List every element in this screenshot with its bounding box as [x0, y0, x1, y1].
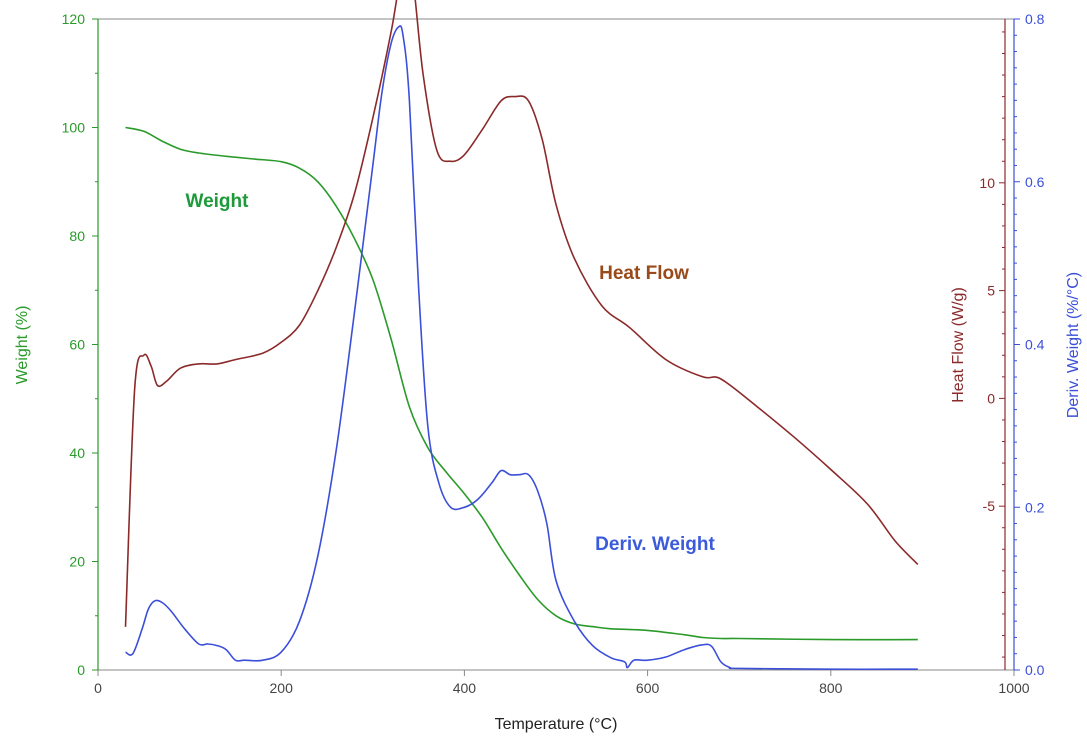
x-tick-label: 400	[453, 680, 477, 696]
weight-axis-title: Weight (%)	[14, 306, 31, 385]
heat-flow-tick-label: 0	[987, 390, 995, 406]
heat-flow-axis-title: Heat Flow (W/g)	[950, 287, 967, 403]
weight-tick-label: 0	[77, 662, 85, 678]
x-axis-title: Temperature (°C)	[495, 716, 618, 733]
heat-flow-tick-label: -5	[983, 498, 996, 514]
deriv-tick-label: 0.2	[1025, 499, 1045, 515]
deriv-tick-label: 0.8	[1025, 11, 1045, 27]
heat-flow-series-line	[124, 0, 919, 627]
weight-tick-label: 80	[69, 228, 85, 244]
deriv-tick-label: 0.4	[1025, 337, 1045, 353]
x-tick-label: 600	[636, 680, 660, 696]
weight-tick-label: 120	[62, 11, 86, 27]
weight-tick-label: 20	[69, 554, 85, 570]
deriv-tick-label: 0.0	[1025, 662, 1045, 678]
deriv-tick-label: 0.6	[1025, 174, 1045, 190]
x-tick-label: 200	[270, 680, 294, 696]
weight-tick-label: 100	[62, 120, 86, 136]
deriv-series-line	[125, 25, 918, 671]
heat-flow-tick-label: 10	[979, 175, 995, 191]
heat-flow-annotation: Heat Flow	[599, 263, 689, 284]
heat-flow-tick-label: 5	[987, 283, 995, 299]
x-tick-label: 1000	[998, 680, 1029, 696]
deriv-weight-annotation: Deriv. Weight	[595, 534, 715, 555]
weight-tick-label: 40	[69, 445, 85, 461]
x-tick-label: 0	[94, 680, 102, 696]
weight-tick-label: 60	[69, 337, 85, 353]
weight-series-line	[125, 126, 918, 641]
x-tick-label: 800	[819, 680, 843, 696]
deriv-axis-title: Deriv. Weight (%/°C)	[1065, 272, 1082, 418]
weight-annotation: Weight	[186, 191, 250, 212]
